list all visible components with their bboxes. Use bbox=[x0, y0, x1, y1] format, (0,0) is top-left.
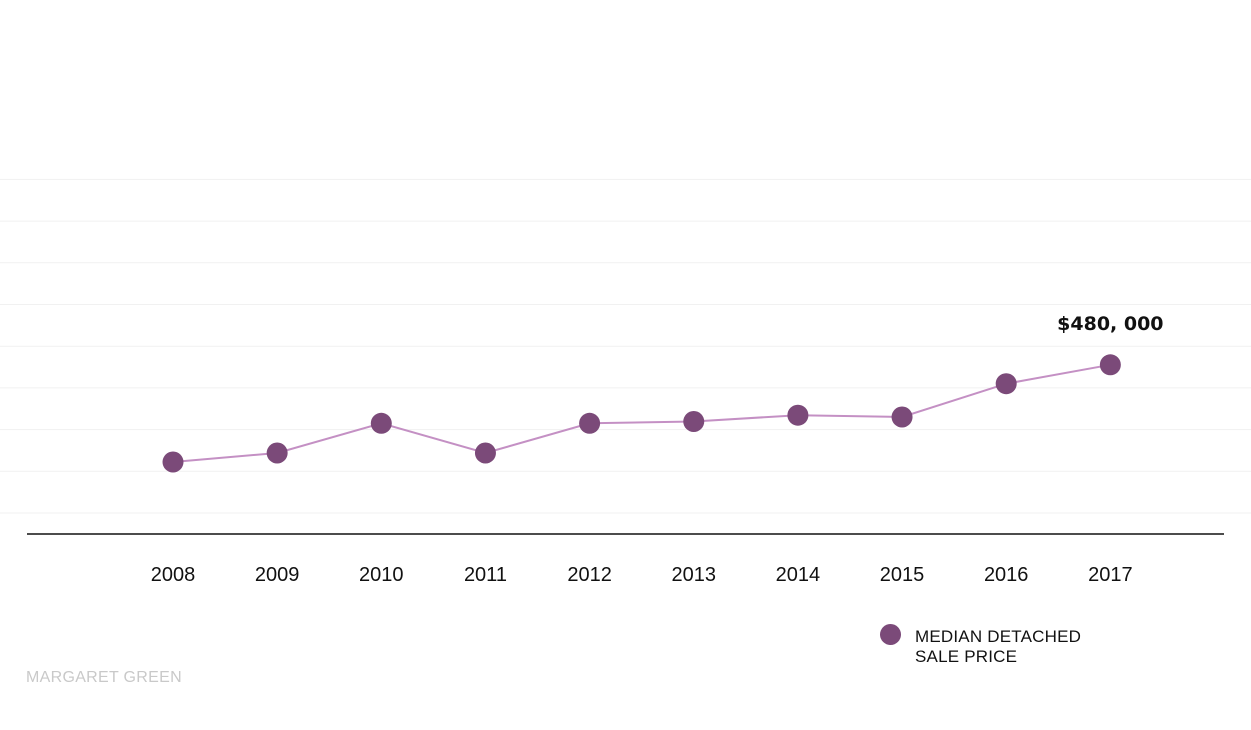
data-point bbox=[683, 411, 705, 432]
legend-marker bbox=[880, 624, 901, 645]
credit-text: MARGARET GREEN bbox=[26, 669, 182, 686]
data-label: $480, 000 bbox=[1057, 313, 1163, 335]
data-point bbox=[579, 412, 601, 434]
legend: MEDIAN DETACHED SALE PRICE bbox=[880, 624, 1081, 667]
legend-label: MEDIAN DETACHED SALE PRICE bbox=[915, 627, 1081, 667]
x-tick-label: 2009 bbox=[255, 564, 300, 586]
x-tick-label: 2010 bbox=[359, 564, 404, 586]
data-point bbox=[787, 404, 809, 426]
data-point bbox=[266, 442, 288, 464]
data-point bbox=[891, 406, 913, 428]
x-tick-label: 2008 bbox=[151, 564, 196, 586]
x-tick-label: 2012 bbox=[567, 564, 612, 586]
x-tick-label: 2016 bbox=[984, 564, 1029, 586]
data-point bbox=[370, 412, 392, 434]
legend-label-line-1: MEDIAN DETACHED bbox=[915, 627, 1082, 646]
series-line bbox=[172, 363, 1111, 463]
x-tick-label: 2011 bbox=[464, 564, 507, 586]
data-point bbox=[162, 451, 184, 473]
data-point bbox=[1099, 354, 1121, 376]
data-point bbox=[995, 373, 1017, 395]
x-tick-label: 2015 bbox=[880, 564, 925, 586]
legend-label-line-2: SALE PRICE bbox=[915, 647, 1018, 666]
x-tick-label: 2017 bbox=[1088, 564, 1133, 586]
data-point bbox=[474, 442, 496, 464]
x-tick-label: 2014 bbox=[776, 564, 821, 586]
x-tick-label: 2013 bbox=[672, 564, 717, 586]
